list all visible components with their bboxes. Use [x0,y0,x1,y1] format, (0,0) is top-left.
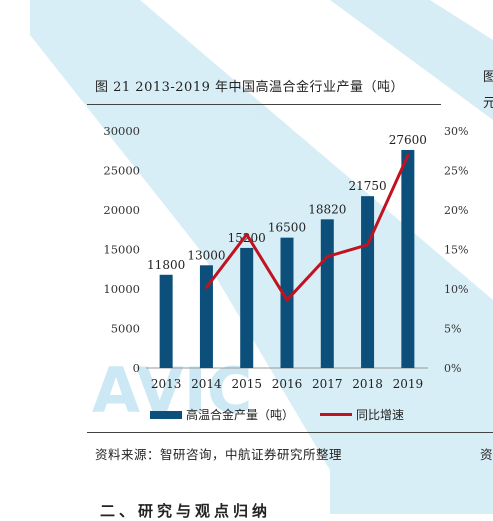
growth-point-2014 [204,285,208,289]
bar-2016 [280,237,294,368]
adjacent-source-fragment: 资 [480,447,493,462]
bar-2013 [159,274,173,368]
legend-bar-swatch [150,410,182,419]
legend-line-label: 同比增速 [356,408,405,422]
y-right-tick-label: 15% [444,244,468,257]
y-left-tick-label: 5000 [111,322,140,336]
y-right-tick-label: 10% [444,283,468,296]
x-tick-label: 2017 [312,377,343,391]
y-left-tick-label: 15000 [103,243,140,257]
data-label: 11800 [147,258,185,272]
y-left-tick-label: 25000 [103,164,140,178]
x-tick-label: 2015 [231,377,262,391]
bar-2015 [240,247,254,368]
x-tick-label: 2018 [352,377,383,391]
adjacent-figure-title-fragment: 图 [483,70,493,85]
x-tick-label: 2016 [272,377,303,391]
y-right-tick-label: 20% [444,204,468,217]
data-label: 13000 [187,248,225,262]
growth-rate-line [205,154,410,302]
source-rule [87,432,493,433]
legend-line-swatch [320,413,353,416]
y-right-tick-label: 30% [444,125,468,138]
chart-legend: 高温合金产量（吨） 同比增速 [150,406,404,423]
growth-point-2018 [366,243,370,247]
y-left-tick-label: 0 [133,361,140,375]
growth-point-2017 [325,255,329,259]
adjacent-figure-unit-fragment: 元 [483,96,493,111]
data-label: 27600 [389,133,427,147]
bar-2018 [361,196,375,368]
y-left-tick-label: 20000 [103,203,140,217]
x-tick-label: 2014 [191,377,222,391]
y-right-tick-label: 5% [444,323,461,336]
title-rule [87,104,441,105]
growth-point-2015 [245,232,249,236]
growth-point-2019 [406,153,410,157]
data-label: 15200 [228,231,266,245]
bar-2017 [320,219,334,368]
x-tick-label: 2013 [151,377,182,391]
bar-2019 [401,149,415,368]
source-note: 资料来源：智研咨询，中航证券研究所整理 [95,447,343,462]
y-right-tick-label: 25% [444,165,468,178]
y-left-tick-label: 30000 [103,124,140,138]
x-tick-label: 2019 [393,377,424,391]
legend-bar-label: 高温合金产量（吨） [186,408,295,422]
data-label: 21750 [348,179,386,193]
y-left-tick-label: 10000 [103,282,140,296]
growth-point-2016 [285,298,289,302]
figure-title: 图 21 2013-2019 年中国高温合金行业产量（吨） [95,80,404,95]
bar-2014 [199,265,213,368]
y-right-tick-label: 0% [444,362,461,375]
data-label: 18820 [308,202,346,216]
data-label: 16500 [268,221,306,235]
